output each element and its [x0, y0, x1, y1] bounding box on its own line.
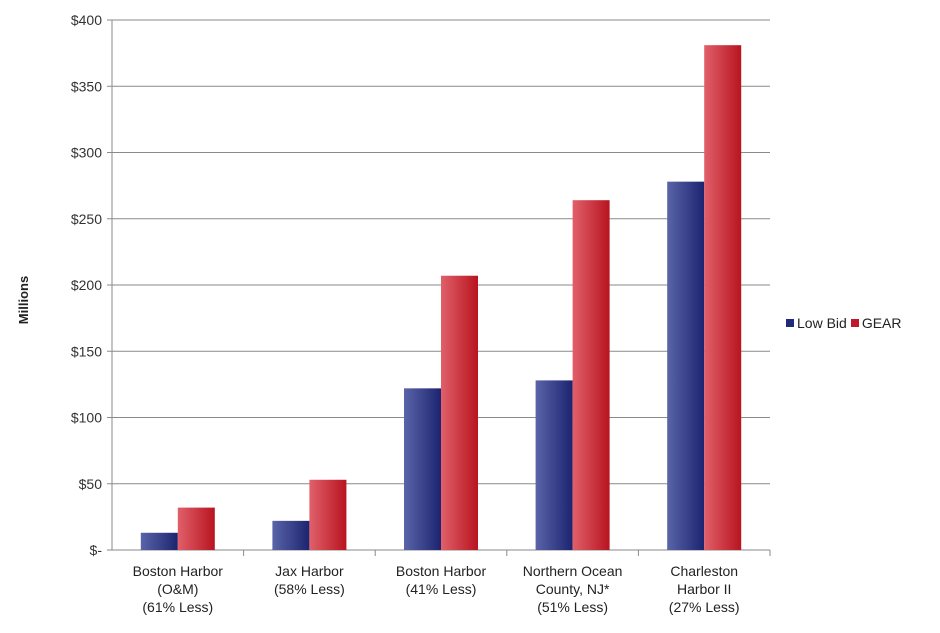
y-tick-label: $250 [71, 211, 102, 227]
bar-gear [572, 200, 610, 550]
bar-gear [441, 275, 478, 550]
x-tick-label: Harbor II [677, 581, 731, 597]
bar-gear [704, 45, 742, 551]
y-tick-label: $50 [79, 476, 103, 492]
labels: $- $50 $100 $150 $200 $250 $300 $350 $400 Boston … [71, 12, 740, 615]
y-tick-label: $400 [71, 12, 102, 28]
x-tick-label: (41% Less) [406, 581, 477, 597]
bar-low-bid [667, 181, 705, 550]
x-tick-label: (61% Less) [142, 599, 213, 615]
x-tick-label: (58% Less) [274, 581, 345, 597]
y-tick-label: $300 [71, 145, 102, 161]
y-tick-label: $200 [71, 277, 102, 293]
bar-gear [309, 479, 347, 550]
x-tick-label: Northern Ocean [523, 563, 623, 579]
bar-low-bid [404, 388, 441, 550]
legend: Low Bid GEAR [786, 315, 902, 331]
bar-low-bid [272, 520, 310, 550]
x-tick-label: Boston Harbor [396, 563, 487, 579]
x-tick-label: (51% Less) [537, 599, 608, 615]
bar-gear [177, 507, 215, 550]
y-tick-label: $- [90, 542, 103, 558]
y-tick-label: $150 [71, 343, 102, 359]
legend-item-low-bid: Low Bid [786, 315, 847, 331]
x-tick-label: County, NJ* [536, 581, 610, 597]
legend-label-low-bid: Low Bid [797, 315, 847, 331]
y-tick-label: $350 [71, 78, 102, 94]
y-tick-label: $100 [71, 410, 102, 426]
x-tick-label: Jax Harbor [275, 563, 344, 579]
bar-low-bid [140, 532, 178, 550]
legend-item-gear: GEAR [850, 315, 902, 331]
legend-label-gear: GEAR [861, 315, 902, 331]
bar-low-bid [535, 380, 573, 550]
legend-swatch-low-bid [786, 319, 794, 327]
x-tick-label: (O&M) [157, 581, 198, 597]
x-tick-label: (27% Less) [669, 599, 740, 615]
x-tick-label: Charleston [670, 563, 738, 579]
legend-swatch-gear [850, 319, 859, 327]
bars [140, 45, 742, 551]
x-tick-label: Boston Harbor [133, 563, 224, 579]
y-axis-title: Millions [16, 276, 31, 324]
